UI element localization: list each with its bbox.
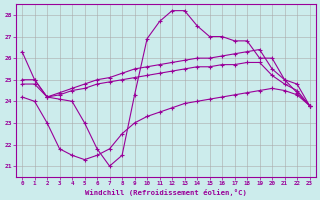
X-axis label: Windchill (Refroidissement éolien,°C): Windchill (Refroidissement éolien,°C) bbox=[85, 189, 247, 196]
